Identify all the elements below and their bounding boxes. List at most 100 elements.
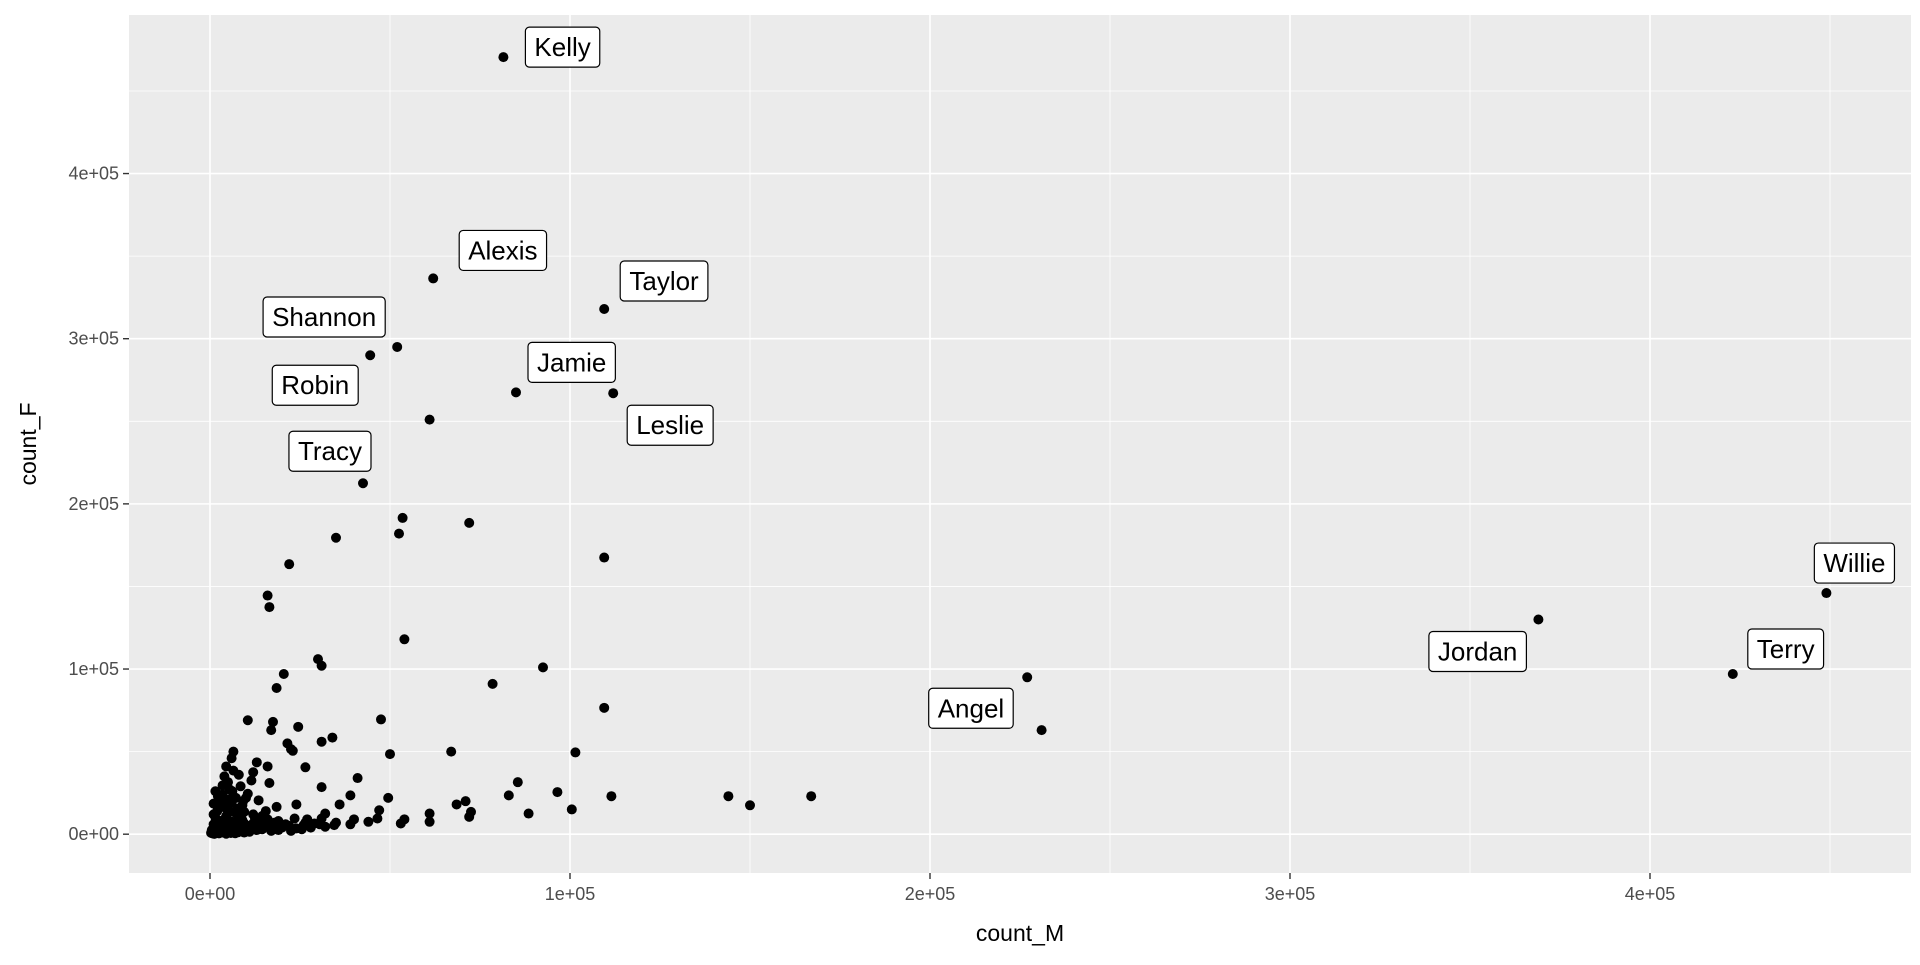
data-point (538, 662, 548, 673)
data-point (745, 800, 755, 811)
data-point (523, 808, 534, 819)
data-point (331, 532, 341, 543)
data-point (228, 765, 239, 776)
data-point (300, 762, 311, 773)
data-point (552, 787, 563, 798)
data-point (208, 809, 219, 820)
data-point (271, 801, 282, 812)
data-point (262, 590, 273, 601)
data-point (374, 805, 385, 816)
data-point (248, 809, 259, 820)
data-point (284, 559, 295, 570)
point-label-box (271, 364, 359, 406)
data-point (394, 528, 404, 539)
data-point (451, 799, 462, 810)
data-point (316, 660, 327, 671)
data-point (223, 777, 233, 788)
data-point-labeled (1533, 614, 1544, 625)
data-point (291, 799, 302, 810)
plot-panel (129, 15, 1911, 873)
data-point (320, 821, 331, 832)
data-point-labeled (511, 387, 521, 398)
data-point-labeled (608, 388, 619, 399)
data-point (235, 781, 246, 792)
data-point (226, 753, 237, 764)
data-point (397, 512, 408, 523)
data-point (220, 802, 231, 813)
data-point (316, 736, 327, 747)
data-point-labeled (1022, 672, 1033, 683)
point-label-box (1747, 628, 1825, 670)
point-label-text: Jamie (537, 347, 606, 377)
point-label-angel: Angel (928, 687, 1014, 729)
data-point (278, 668, 289, 679)
data-point (262, 814, 273, 825)
point-label-terry: Terry (1747, 628, 1825, 670)
data-point (460, 796, 471, 807)
point-label-text: Angel (938, 693, 1005, 723)
data-point (266, 725, 277, 736)
data-point (352, 773, 363, 784)
y-axis-title: count_F (15, 402, 41, 485)
point-label-text: Terry (1757, 634, 1815, 664)
point-label-box (524, 26, 601, 68)
x-tick-label: 0e+00 (185, 884, 236, 904)
data-point (208, 798, 219, 809)
point-label-box (619, 260, 709, 302)
point-label-text: Tracy (298, 436, 362, 466)
point-label-text: Robin (281, 370, 349, 400)
data-point (372, 813, 383, 824)
data-point (251, 757, 262, 768)
data-point (309, 818, 320, 829)
data-point (316, 813, 327, 824)
point-label-text: Taylor (629, 266, 699, 296)
data-point (606, 791, 617, 802)
data-point (334, 799, 345, 810)
major-gridlines (129, 15, 1911, 873)
data-point (503, 790, 514, 801)
data-point (246, 775, 257, 786)
y-axis-ticks: 0e+00 1e+05 2e+05 3e+05 4e+05 (68, 164, 129, 844)
x-tick-label: 2e+05 (905, 884, 956, 904)
point-label-box (458, 229, 548, 272)
data-point (464, 517, 475, 528)
data-point (464, 811, 475, 822)
data-point (280, 819, 291, 830)
x-axis-title: count_M (976, 920, 1064, 946)
data-point (264, 777, 275, 788)
point-label-box (1428, 630, 1528, 673)
data-point-labeled (498, 52, 509, 63)
y-tick-label: 2e+05 (68, 494, 119, 514)
data-point (446, 746, 457, 757)
data-point (260, 806, 271, 817)
data-point (806, 791, 817, 802)
x-tick-label: 4e+05 (1625, 884, 1676, 904)
data-point (242, 715, 253, 726)
data-point (289, 813, 300, 824)
data-point-labeled (358, 478, 368, 489)
data-point (242, 788, 253, 799)
data-point (385, 749, 395, 760)
point-label-jamie: Jamie (527, 341, 616, 383)
point-label-text: Willie (1823, 548, 1885, 578)
x-axis-ticks: 0e+00 1e+05 2e+05 3e+05 4e+05 (185, 873, 1676, 904)
data-point (570, 747, 581, 758)
data-point (248, 767, 259, 778)
point-label-box (1813, 542, 1896, 584)
point-label-text: Leslie (636, 410, 704, 440)
point-label-text: Kelly (534, 32, 590, 62)
point-labels: Kelly Alexis Taylor Shannon Robin Jamie Leslie… (262, 26, 1896, 729)
data-point (345, 819, 356, 830)
data-point (327, 732, 338, 743)
data-point (240, 822, 251, 833)
data-point (293, 721, 304, 732)
data-point (300, 817, 311, 828)
data-point (599, 552, 610, 563)
data-point (363, 816, 374, 827)
data-point (268, 716, 278, 727)
minor-gridlines (129, 15, 1911, 873)
point-label-box (527, 341, 616, 383)
data-point (399, 634, 410, 645)
data-point (1036, 725, 1047, 736)
